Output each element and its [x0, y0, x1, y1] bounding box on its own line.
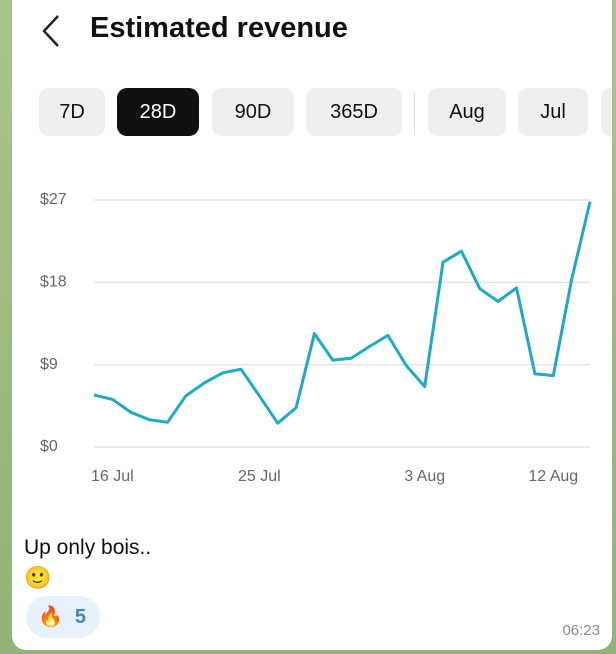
reaction-emoji: 🔥: [38, 606, 63, 628]
title: Estimated revenue: [90, 12, 348, 44]
tab[interactable]: Jul: [518, 88, 588, 136]
chart: $0 $9 $18 $27 16 Jul 25 Jul 3 Aug 12 Aug: [40, 191, 592, 485]
back-button[interactable]: [40, 14, 64, 48]
message-card: Estimated revenue 7D 28D 90D 365D Aug Jul $0 $…: [12, 0, 612, 650]
y-tick-label: $27: [40, 191, 67, 208]
x-tick-label: 3 Aug: [404, 468, 445, 485]
divider: [414, 92, 415, 134]
x-tick-label: 25 Jul: [238, 468, 281, 485]
y-tick-label: $9: [40, 356, 58, 373]
timestamp: 06:23: [562, 622, 600, 639]
tab[interactable]: 90D: [212, 88, 294, 136]
x-tick-label: 16 Jul: [91, 468, 134, 485]
tab[interactable]: Aug: [428, 88, 506, 136]
y-tick-label: $0: [40, 438, 58, 455]
reaction[interactable]: 🔥 5: [26, 596, 100, 638]
x-tick-label: 12 Aug: [528, 468, 578, 485]
tab[interactable]: 28D: [117, 88, 199, 136]
tab[interactable]: 7D: [39, 88, 105, 136]
message-text: Up only bois..: [24, 536, 152, 559]
line: [93, 201, 592, 425]
y-tick-label: $18: [40, 274, 67, 291]
tab-partial[interactable]: [601, 88, 612, 136]
emoji: 🙂: [24, 565, 52, 590]
tab[interactable]: 365D: [306, 88, 402, 136]
reaction-count: 5: [74, 606, 87, 628]
